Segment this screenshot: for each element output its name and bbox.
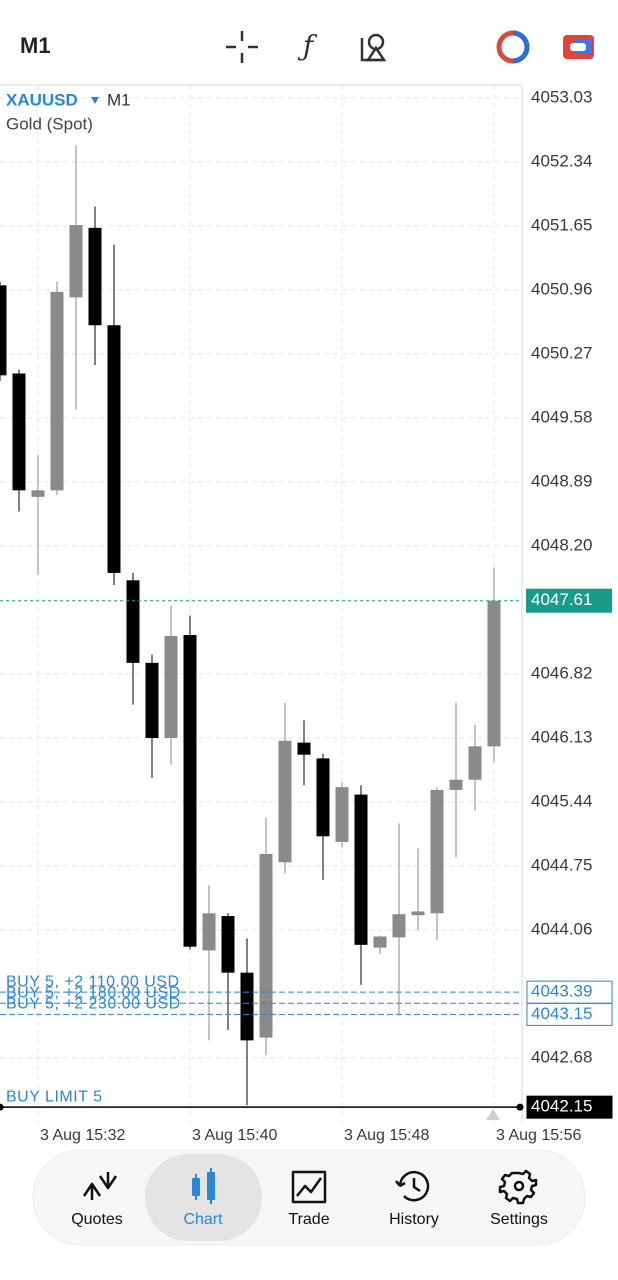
y-tick-label: 4049.58 — [531, 407, 592, 426]
nav-label[interactable]: Chart — [183, 1211, 223, 1228]
nav-icon — [192, 1178, 200, 1196]
nav-icon — [498, 1169, 538, 1205]
candle-body — [50, 291, 64, 491]
candle-body — [126, 580, 140, 663]
y-tick-label: 4050.27 — [531, 343, 592, 362]
y-tick-label: 4046.13 — [531, 727, 592, 746]
scroll-marker — [486, 1109, 500, 1120]
candle-body — [297, 742, 311, 755]
y-tick-label: 4053.03 — [531, 87, 592, 106]
current-price-box — [526, 588, 612, 613]
nav-icon — [207, 1172, 215, 1200]
objects-icon[interactable] — [360, 33, 387, 62]
nav-icon — [395, 1170, 430, 1202]
x-tick-label: 3 Aug 15:56 — [496, 1127, 582, 1144]
candle-body — [487, 600, 501, 747]
y-tick-label: 4045.44 — [531, 791, 592, 810]
candle-body — [354, 794, 368, 945]
candle-body — [183, 635, 197, 947]
candle-body — [411, 911, 425, 916]
price-box-label: 4043.39 — [531, 982, 592, 1001]
x-tick-label: 3 Aug 15:40 — [192, 1127, 278, 1144]
one-click-icon[interactable] — [563, 35, 594, 59]
candle-body — [240, 972, 254, 1041]
candle-body — [259, 853, 273, 1038]
crosshair-icon[interactable] — [226, 31, 258, 63]
candle-body — [278, 740, 292, 863]
y-tick-label: 4042.68 — [531, 1047, 592, 1066]
nav-icon — [82, 1172, 118, 1200]
y-tick-label: 4044.06 — [531, 919, 592, 938]
symbol-dropdown-icon[interactable] — [91, 97, 99, 104]
candle-body — [316, 758, 330, 837]
indicators-icon[interactable]: ƒ — [297, 30, 318, 63]
y-tick-label: 4044.75 — [531, 855, 592, 874]
candle-body — [202, 913, 216, 951]
candle-body — [335, 787, 349, 842]
candle-body — [449, 779, 463, 790]
nav-icon — [513, 1180, 525, 1192]
y-tick-label: 4052.34 — [531, 151, 592, 170]
trade-signal-icon[interactable] — [496, 30, 530, 64]
symbol-name[interactable]: XAUUSD — [6, 90, 78, 109]
nav-items: Quotes Chart Trade History Settings — [71, 1168, 548, 1228]
candle-body — [0, 285, 7, 376]
nav-icon — [291, 1170, 327, 1204]
nav-label[interactable]: Trade — [288, 1211, 329, 1228]
candle-body — [164, 635, 178, 738]
candle-body — [373, 936, 387, 948]
timeframe-button[interactable]: M1 — [20, 33, 51, 58]
candle-body — [31, 490, 45, 497]
nav-active-background — [145, 1154, 262, 1241]
price-box — [526, 980, 613, 1004]
y-tick-label: 4048.20 — [531, 535, 592, 554]
symbol-description: Gold (Spot) — [6, 114, 93, 133]
candles — [0, 145, 501, 1106]
y-tick-label: 4051.65 — [531, 215, 592, 234]
candle-body — [88, 227, 102, 326]
order-label: BUY 5, +2 110.00 USD — [6, 973, 180, 990]
price-box-label: 4042.15 — [531, 1097, 592, 1116]
candle-body — [392, 914, 406, 938]
nav-label[interactable]: Settings — [490, 1211, 548, 1228]
y-tick-label: 4048.89 — [531, 471, 592, 490]
y-tick-label: 4050.96 — [531, 279, 592, 298]
y-tick-label: 4046.82 — [531, 663, 592, 682]
order-line-end — [0, 1103, 4, 1111]
nav-label[interactable]: History — [389, 1211, 439, 1228]
price-box — [526, 1095, 613, 1119]
candle-body — [221, 916, 235, 973]
chart-timeframe: M1 — [107, 90, 131, 109]
candle-body — [430, 789, 444, 914]
candle-body — [69, 225, 83, 298]
nav-label[interactable]: Quotes — [71, 1211, 123, 1228]
candle-body — [468, 746, 482, 780]
current-price-label: 4047.61 — [531, 590, 592, 609]
candle-body — [107, 325, 121, 573]
candle-body — [12, 373, 26, 491]
order-line-end — [516, 1103, 524, 1111]
order-label: BUY 5, +2 230.00 USD — [6, 996, 181, 1013]
order-label: BUY LIMIT 5 — [6, 1088, 103, 1105]
x-tick-label: 3 Aug 15:32 — [40, 1127, 126, 1144]
order-label: BUY 5, +2 180.00 USD — [6, 984, 181, 1001]
price-box-label: 4043.15 — [531, 1004, 592, 1023]
nav-bar — [32, 1149, 586, 1246]
x-tick-label: 3 Aug 15:48 — [344, 1127, 430, 1144]
grid: 4053.03 4052.34 4051.65 4050.96 4050.27 4049.… — [0, 85, 592, 1144]
candle-body — [145, 662, 159, 738]
